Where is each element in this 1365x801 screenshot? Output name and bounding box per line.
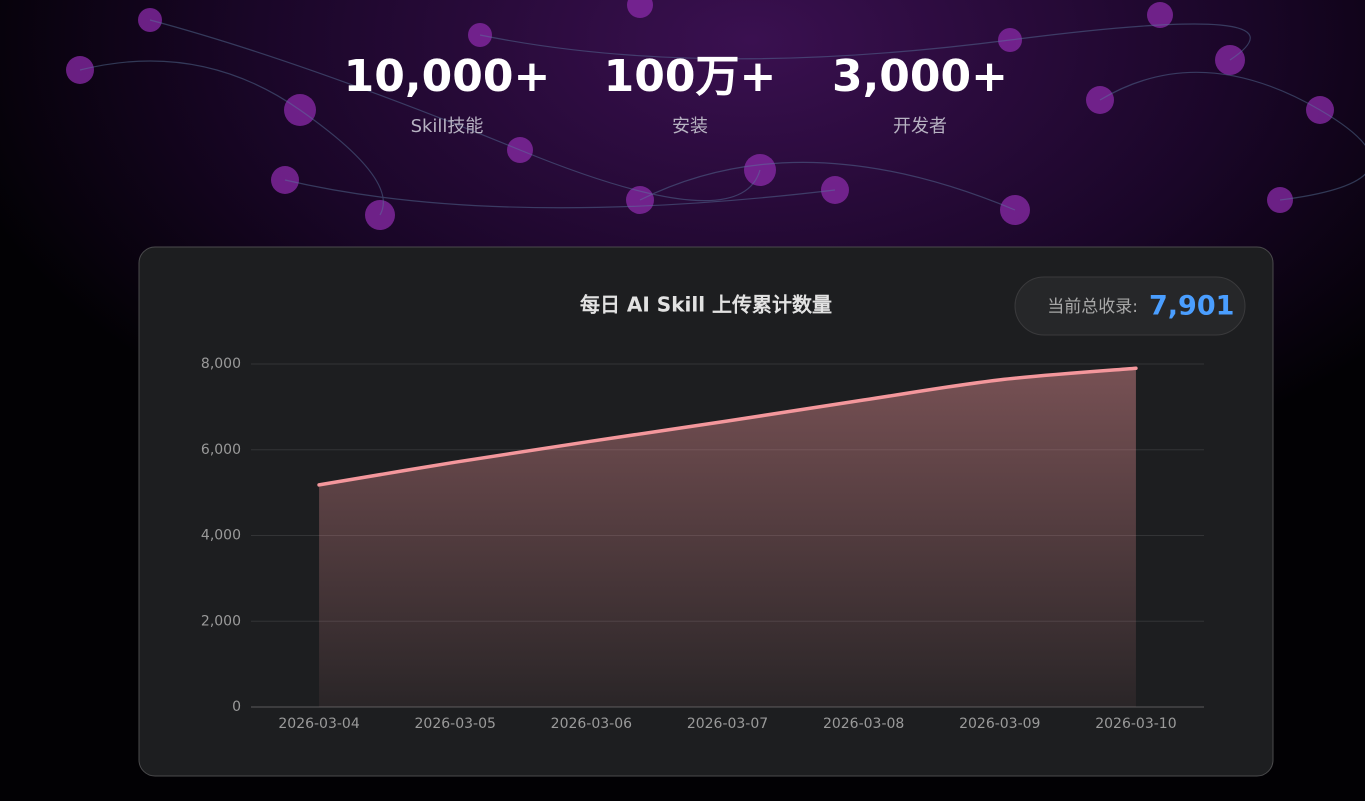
link [479, 23, 1251, 61]
node [626, 186, 654, 214]
plot: 0 2,000 4,000 6,000 8,000 2026-03-04 2026-03-0… [201, 356, 1204, 732]
x-tick-label: 2026-03-08 [823, 716, 904, 732]
node [507, 137, 533, 163]
y-tick-label: 4,000 [201, 528, 241, 544]
link [79, 60, 384, 216]
node [66, 56, 94, 84]
node [284, 94, 316, 126]
x-tick-label: 2026-03-07 [687, 716, 768, 732]
x-tick-label: 2026-03-05 [415, 716, 496, 732]
x-tick-label: 2026-03-10 [1095, 716, 1176, 732]
y-tick-label: 8,000 [201, 356, 241, 372]
node [998, 28, 1022, 52]
stat-value: 100万+ [604, 51, 777, 102]
y-tick-label: 0 [232, 699, 241, 715]
badge-label: 当前总收录: [1047, 297, 1138, 317]
node [744, 154, 776, 186]
node [365, 200, 395, 230]
network-decoration [66, 0, 1334, 230]
y-tick-label: 6,000 [201, 442, 241, 458]
link [284, 179, 836, 209]
badge-value: 7,901 [1149, 291, 1234, 322]
node [1000, 195, 1030, 225]
x-tick-label: 2026-03-06 [551, 716, 632, 732]
total-badge [1014, 276, 1246, 336]
node [271, 166, 299, 194]
link [1099, 71, 1365, 201]
stat-label: 安装 [672, 116, 708, 137]
stat-value: 3,000+ [832, 51, 1008, 102]
node [627, 0, 653, 18]
network-links [79, 19, 1365, 216]
x-tick-label: 2026-03-04 [278, 716, 359, 732]
link [149, 19, 761, 202]
node [1086, 86, 1114, 114]
stat-label: Skill技能 [411, 116, 484, 137]
node [1306, 96, 1334, 124]
line [317, 366, 1138, 487]
node [468, 23, 492, 47]
node [1215, 45, 1245, 75]
chart-title: 每日 AI Skill 上传累计数量 [580, 293, 832, 317]
stat-label: 开发者 [893, 116, 947, 137]
x-tick-label: 2026-03-09 [959, 716, 1040, 732]
node [138, 8, 162, 32]
stat-value: 10,000+ [344, 51, 551, 102]
y-tick-label: 2,000 [201, 613, 241, 629]
node [821, 176, 849, 204]
node [1147, 2, 1173, 28]
node [1267, 187, 1293, 213]
link [639, 161, 1016, 211]
